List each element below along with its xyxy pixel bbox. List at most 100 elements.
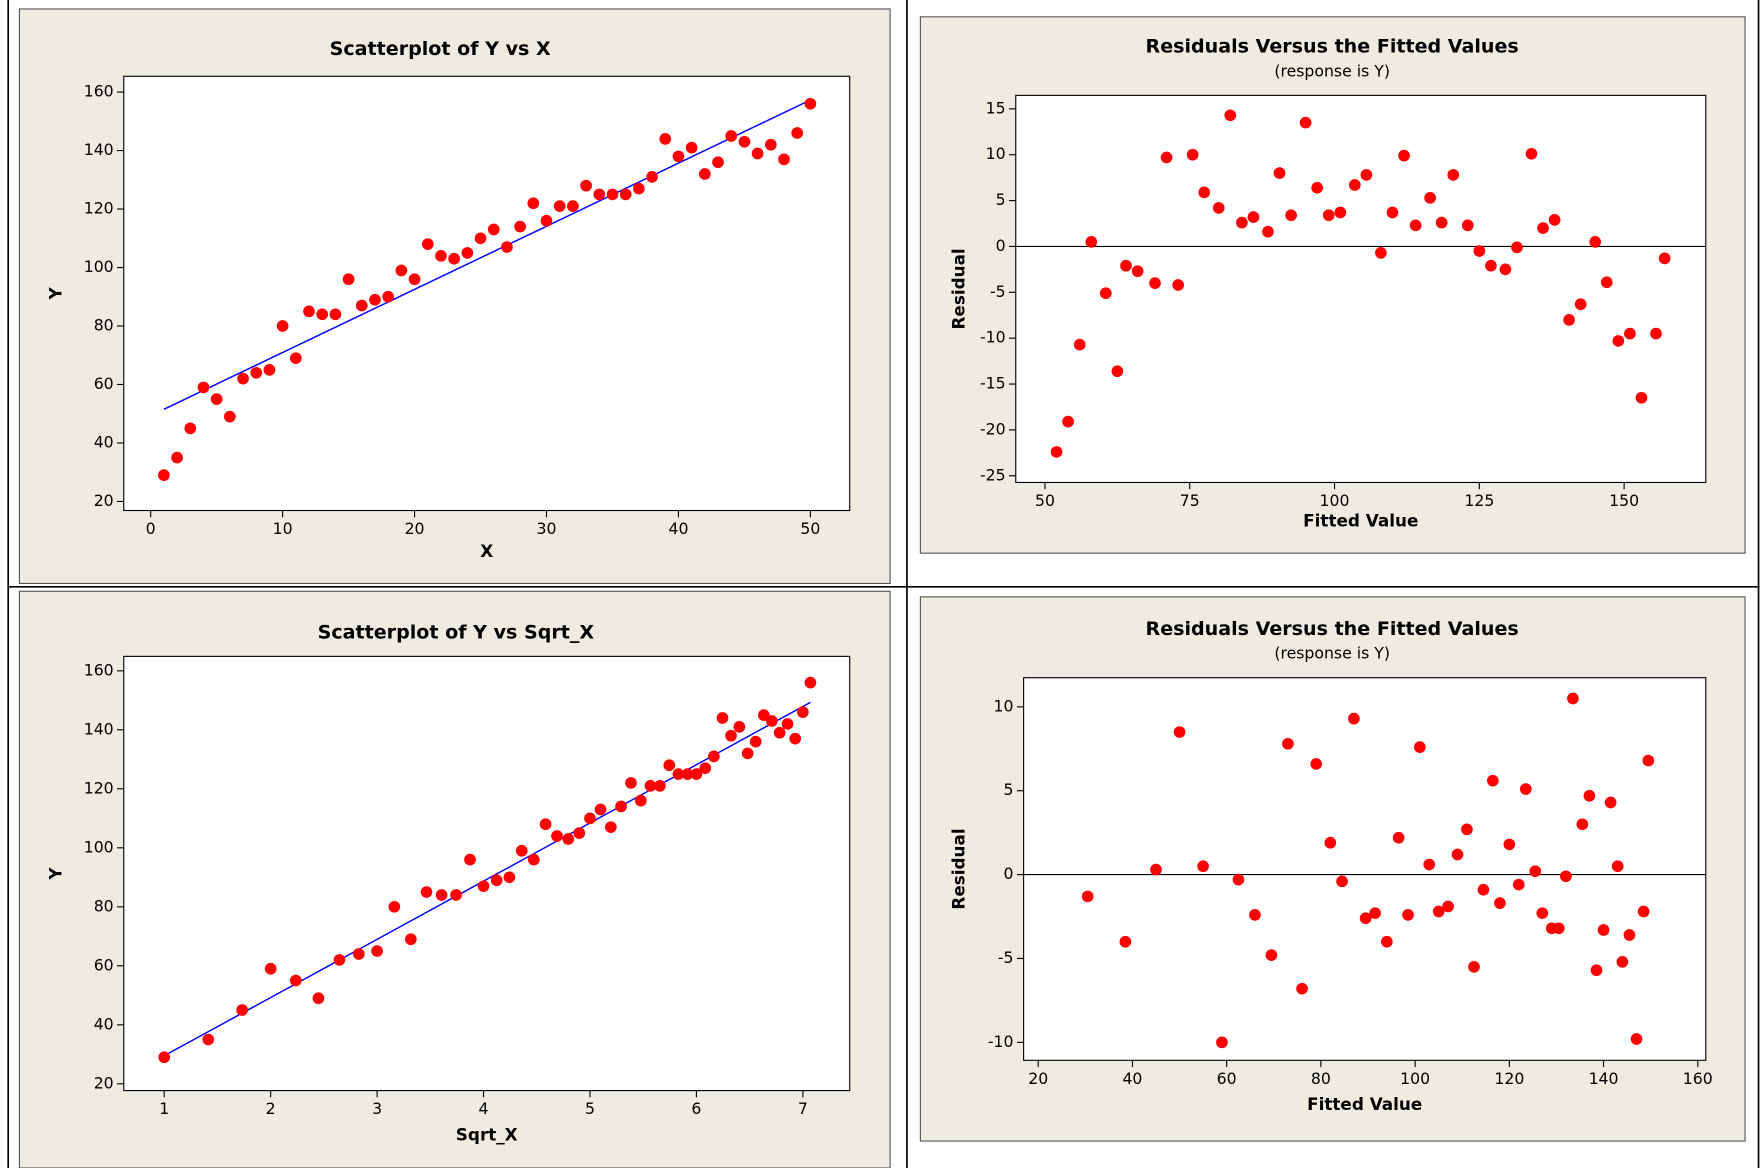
y-tick-label: 60 [94, 955, 114, 974]
point [725, 130, 738, 142]
point [420, 886, 433, 898]
point [633, 182, 645, 195]
point [289, 352, 302, 365]
point [1198, 186, 1211, 199]
point [210, 393, 223, 405]
point [765, 715, 778, 727]
point [1624, 327, 1636, 340]
y-tick-label: 60 [94, 374, 114, 393]
chart-title: Residuals Versus the Fitted Values [1146, 618, 1519, 640]
point [584, 812, 596, 825]
point [764, 138, 777, 151]
x-tick-label: 50 [1035, 491, 1055, 510]
point [1494, 897, 1506, 909]
plot-area [123, 75, 851, 512]
point [1224, 109, 1237, 122]
point [1642, 754, 1655, 767]
point [236, 1004, 248, 1016]
point [312, 992, 325, 1005]
plot-area [1015, 94, 1707, 484]
point [1197, 860, 1209, 873]
point [371, 945, 383, 957]
point [1487, 774, 1499, 787]
chart-title: Scatterplot of Y vs Sqrt_X [318, 621, 595, 643]
point [605, 821, 617, 833]
point [435, 249, 447, 262]
point [421, 238, 434, 250]
point [1576, 818, 1589, 831]
y-tick-label: 100 [84, 837, 114, 856]
point [1442, 900, 1454, 913]
point [1473, 245, 1486, 257]
point [1265, 949, 1278, 961]
point [1348, 179, 1361, 191]
point [619, 188, 632, 201]
y-tick-label: -5 [990, 282, 1006, 301]
point [1322, 209, 1335, 222]
point [1658, 252, 1671, 265]
x-tick-label: 50 [800, 519, 820, 538]
point [289, 974, 302, 987]
point [1348, 712, 1360, 725]
point [1461, 823, 1473, 836]
plot-area [123, 655, 851, 1092]
point [1567, 692, 1579, 705]
point [644, 780, 657, 792]
point [606, 188, 619, 201]
y-tick-label: 100 [84, 257, 114, 276]
point [342, 273, 355, 286]
point [464, 853, 476, 866]
point [699, 762, 712, 775]
point [1249, 909, 1261, 921]
point [1424, 191, 1436, 204]
point [1432, 905, 1445, 918]
point [1409, 219, 1422, 232]
x-axis-label: Fitted Value [1303, 511, 1418, 531]
y-tick-label: 5 [996, 190, 1006, 209]
point [672, 768, 685, 780]
point [778, 153, 790, 166]
point [408, 273, 421, 286]
y-tick-label: 120 [84, 778, 114, 797]
y-tick-label: 5 [1004, 780, 1014, 799]
point [250, 366, 263, 379]
point [1447, 169, 1460, 181]
x-tick-label: 40 [1122, 1069, 1142, 1088]
y-tick-label: 140 [84, 719, 114, 738]
point [699, 168, 711, 180]
point [1589, 236, 1602, 248]
point [716, 712, 729, 724]
y-tick-label: 20 [94, 491, 114, 510]
y-tick-label: -15 [980, 374, 1006, 393]
point [751, 147, 764, 160]
point [593, 188, 606, 201]
point [1537, 222, 1549, 234]
x-tick-label: 40 [668, 519, 688, 538]
y-tick-label: -25 [980, 465, 1006, 484]
point [773, 726, 786, 739]
point [681, 768, 694, 780]
point [1612, 335, 1625, 347]
point [197, 381, 210, 394]
point [567, 200, 579, 212]
point [477, 880, 490, 892]
point [539, 818, 552, 831]
point [1563, 313, 1575, 326]
y-tick-label: 15 [986, 98, 1006, 117]
fit-line [163, 701, 811, 1057]
point [1236, 216, 1248, 229]
point [527, 853, 540, 866]
point [690, 768, 703, 780]
point [1085, 236, 1098, 248]
point [1423, 858, 1436, 871]
point [663, 759, 676, 772]
x-tick-label: 20 [405, 519, 425, 538]
point [450, 889, 462, 901]
x-axis-label: Sqrt_X [456, 1124, 518, 1144]
chart: Residuals Versus the Fitted Values (respo… [919, 596, 1746, 1142]
point [1081, 890, 1094, 903]
point [501, 241, 513, 253]
point [276, 320, 289, 332]
point [1637, 905, 1650, 918]
point [1616, 955, 1629, 968]
